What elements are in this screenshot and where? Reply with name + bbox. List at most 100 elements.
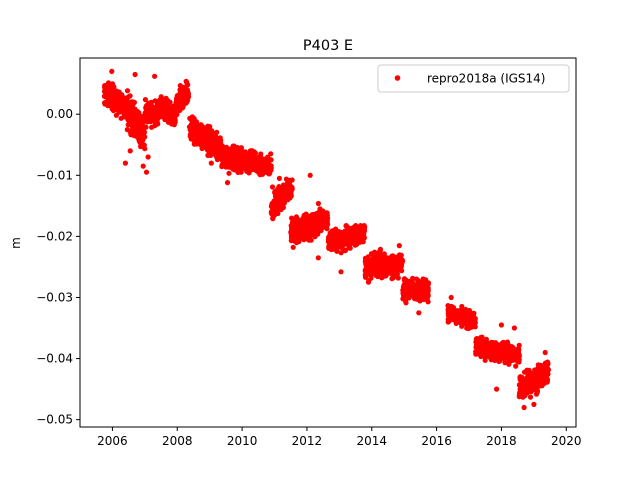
data-point (293, 219, 299, 225)
data-point (177, 90, 183, 97)
data-point (507, 358, 513, 364)
data-point (377, 266, 383, 272)
data-point (368, 271, 374, 277)
data-point (401, 287, 407, 294)
y-tick-label: −0.04 (36, 352, 73, 366)
data-point (348, 229, 354, 235)
data-point (128, 130, 134, 136)
data-point (290, 244, 296, 250)
data-point (292, 231, 298, 237)
data-point (292, 224, 298, 230)
x-tick-label: 2012 (292, 434, 323, 448)
data-point (516, 342, 522, 348)
data-point-outlier (152, 73, 158, 79)
data-point (344, 228, 350, 234)
data-point (125, 112, 131, 118)
data-point (416, 279, 422, 285)
data-point (493, 345, 499, 351)
data-point (271, 212, 278, 218)
data-point (373, 255, 380, 261)
data-point (248, 159, 254, 165)
data-point-outlier (416, 310, 422, 316)
x-tick-label: 2010 (227, 434, 258, 448)
data-point (384, 261, 390, 267)
data-point (177, 87, 183, 93)
data-point (252, 163, 258, 169)
data-point (146, 100, 152, 106)
data-point (108, 82, 114, 88)
x-tick-label: 2020 (551, 434, 582, 448)
data-point (516, 359, 522, 365)
data-point (225, 161, 231, 167)
data-point (524, 374, 531, 380)
data-point (191, 116, 197, 122)
data-point (192, 137, 198, 143)
data-point (113, 112, 119, 118)
data-point (230, 143, 236, 149)
data-point (389, 276, 395, 282)
data-point (127, 103, 133, 109)
data-point-outlier (145, 154, 151, 160)
data-point (460, 321, 466, 327)
data-point (203, 145, 209, 151)
data-point (148, 119, 154, 125)
data-point (482, 340, 488, 346)
data-point (420, 282, 426, 288)
legend-frame (377, 64, 570, 93)
data-point (187, 115, 193, 121)
data-point (357, 225, 363, 231)
data-point (104, 82, 110, 88)
data-point (339, 242, 345, 248)
data-point (234, 144, 240, 151)
data-point (109, 102, 115, 108)
data-point (277, 203, 283, 209)
data-point (212, 147, 218, 154)
data-point-outlier (143, 169, 150, 175)
data-point (319, 224, 326, 231)
data-point (423, 277, 429, 283)
data-point (390, 253, 396, 259)
data-point (342, 248, 348, 254)
data-point (347, 243, 353, 249)
x-tick-label: 2014 (356, 434, 387, 448)
data-point (297, 226, 303, 232)
data-point (317, 206, 323, 212)
data-point (257, 155, 263, 161)
data-point (168, 118, 174, 124)
data-point (525, 385, 531, 391)
data-point (338, 250, 344, 256)
data-point (124, 127, 130, 133)
data-point-outlier (498, 322, 504, 328)
data-point (297, 233, 303, 239)
data-point (127, 117, 133, 123)
data-point (296, 238, 302, 245)
data-point-outlier (132, 71, 138, 78)
data-point (333, 242, 339, 248)
data-point (504, 339, 511, 345)
data-point (308, 232, 314, 238)
data-point-outlier (208, 160, 214, 166)
data-point (412, 296, 418, 302)
data-point (149, 124, 155, 130)
data-point (269, 184, 276, 190)
data-point (520, 379, 527, 385)
data-point-outlier (494, 386, 500, 392)
data-point (425, 299, 431, 305)
data-point (312, 225, 318, 231)
data-point (508, 353, 514, 359)
ticks: 2006 2008 2010 2012 2014 2016 2018 2020 0.00 −0.0… (36, 107, 581, 448)
data-point (236, 153, 242, 159)
data-point-outlier (127, 148, 133, 154)
data-point (372, 267, 378, 273)
data-point-outlier (315, 255, 321, 261)
data-point (322, 215, 328, 221)
data-point (169, 106, 175, 113)
y-tick-label: −0.03 (36, 290, 73, 304)
data-point (379, 275, 385, 281)
data-point (309, 222, 315, 228)
data-point (301, 232, 307, 238)
data-point (542, 375, 548, 381)
data-point (107, 95, 113, 101)
data-point (482, 354, 488, 360)
data-point (185, 82, 191, 88)
